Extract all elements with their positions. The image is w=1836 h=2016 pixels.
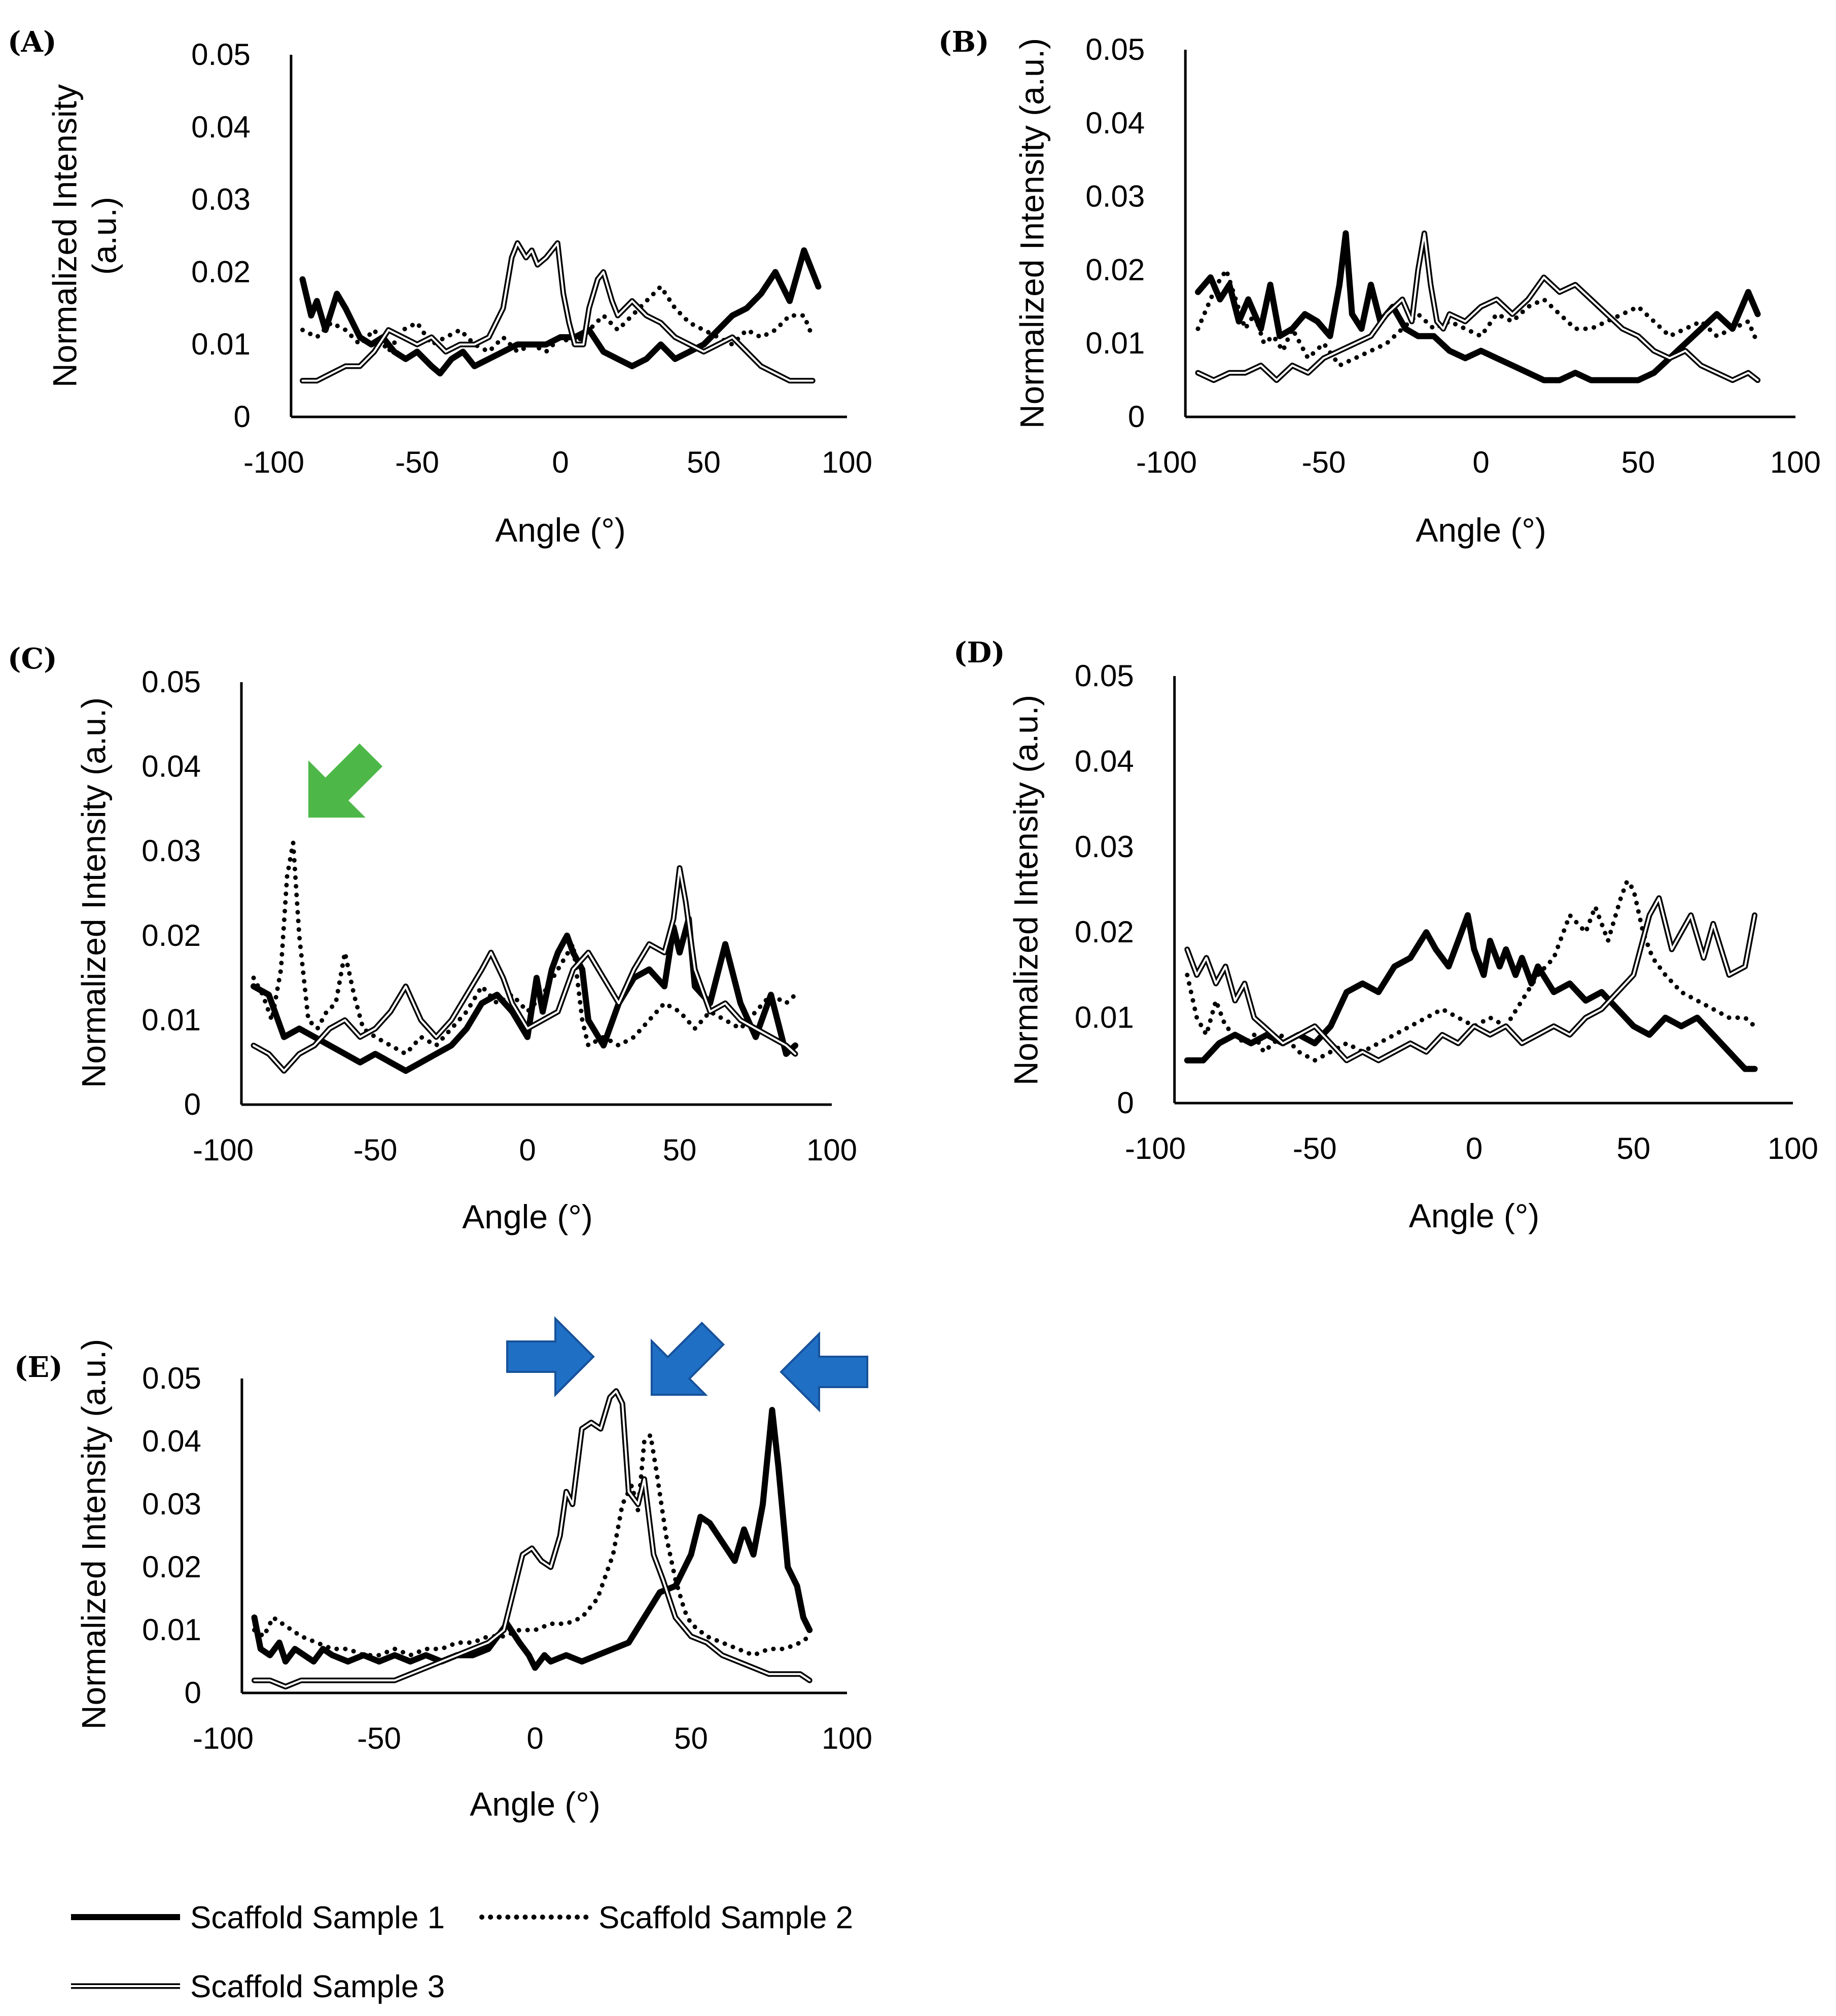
- x-tick-label: -50: [395, 445, 439, 479]
- y-tick-label: 0.05: [1085, 32, 1145, 66]
- x-tick-label: 100: [1768, 1131, 1818, 1165]
- x-tick-label: -100: [243, 445, 304, 479]
- y-tick-label: 0: [1117, 1086, 1134, 1120]
- green-arrow-icon: [308, 743, 383, 818]
- x-tick-label: 0: [526, 1721, 543, 1755]
- x-tick-label: 50: [1621, 445, 1655, 479]
- y-tick-label: 0.03: [1085, 180, 1145, 214]
- panel-label: (D): [954, 636, 1005, 669]
- y-tick-label: 0.02: [142, 1550, 201, 1584]
- series-line-1: [1195, 230, 1761, 383]
- series-line-2: [1185, 878, 1757, 1063]
- x-axis-title: Angle (°): [1416, 511, 1546, 549]
- x-tick-label: 0: [552, 445, 569, 479]
- panel-label: (C): [8, 642, 57, 676]
- x-axis-title: Angle (°): [495, 511, 626, 549]
- x-tick-label: 0: [1472, 445, 1489, 479]
- y-axis-title: Normalized Intensity (a.u.): [75, 697, 112, 1088]
- x-tick-label: 50: [687, 445, 721, 479]
- x-tick-label: 0: [1466, 1131, 1482, 1165]
- x-tick-label: 100: [822, 1721, 872, 1755]
- x-tick-label: 100: [1770, 445, 1821, 479]
- x-tick-label: 50: [1616, 1131, 1650, 1165]
- series-line-2: [300, 284, 815, 354]
- chart-panel-d: (D) 0 0.01 0.02 0.03 0.04 0.05 -100 -50 0 50 100 Ang…: [954, 636, 1818, 1234]
- y-tick-label: 0: [184, 1087, 201, 1121]
- series-line-1: [251, 1407, 813, 1671]
- legend-label-1: Scaffold Sample 1: [190, 1900, 445, 1935]
- series-line-1: [251, 915, 798, 1074]
- y-tick-label: 0.04: [191, 110, 251, 144]
- x-tick-label: -50: [357, 1721, 401, 1755]
- x-tick-label: -50: [354, 1133, 398, 1167]
- y-tick-label: 0.04: [142, 750, 201, 784]
- x-axis-title: Angle (°): [470, 1785, 601, 1823]
- y-tick-label: 0.05: [191, 38, 251, 72]
- y-axis-title: Normalized Intensity (a.u.): [75, 1339, 112, 1729]
- x-tick-label: -100: [1136, 445, 1197, 479]
- y-axis-title: (a.u.): [85, 197, 123, 275]
- x-axis-title: Angle (°): [1409, 1197, 1540, 1234]
- y-tick-label: 0.04: [1075, 744, 1134, 778]
- blue-arrow-icon: [506, 1316, 595, 1397]
- y-tick-label: 0.05: [142, 1361, 201, 1395]
- x-tick-label: 0: [519, 1133, 536, 1167]
- y-tick-label: 0.01: [1085, 326, 1145, 360]
- x-tick-label: -50: [1302, 445, 1346, 479]
- series-line-3: [251, 865, 798, 1074]
- y-tick-label: 0.03: [1075, 830, 1134, 864]
- y-axis-title: Normalized Intensity: [46, 84, 83, 387]
- x-tick-label: 50: [674, 1721, 708, 1755]
- blue-arrow-icon: [650, 1321, 725, 1396]
- y-tick-label: 0.04: [1085, 106, 1145, 140]
- y-tick-label: 0.01: [1075, 1001, 1134, 1035]
- y-tick-label: 0.01: [142, 1613, 201, 1647]
- panel-label: (B): [938, 25, 989, 59]
- series-line-2: [252, 1433, 812, 1658]
- y-tick-label: 0.02: [1085, 253, 1145, 287]
- y-tick-label: 0.05: [1075, 659, 1134, 693]
- legend-label-2: Scaffold Sample 2: [598, 1900, 853, 1935]
- chart-panel-a: (A) 0 0.01 0.02 0.03 0.04 0.05 -100 -50 0 50 100 Ang…: [8, 25, 872, 549]
- x-tick-label: 50: [663, 1133, 697, 1167]
- y-axis-title: Normalized Intensity (a.u.): [1013, 38, 1050, 429]
- series-line-3: [252, 1388, 813, 1690]
- panel-label: (A): [8, 25, 56, 59]
- legend: Scaffold Sample 1 Scaffold Sample 2 Scaffo…: [71, 1900, 853, 2004]
- y-axis-title: Normalized Intensity (a.u.): [1007, 695, 1044, 1085]
- legend-label-3: Scaffold Sample 3: [190, 1969, 445, 2004]
- series-line-3: [1184, 895, 1758, 1064]
- y-tick-label: 0.01: [142, 1003, 201, 1037]
- y-tick-label: 0.03: [191, 183, 251, 217]
- y-tick-label: 0: [234, 400, 251, 434]
- y-tick-label: 0: [185, 1676, 201, 1710]
- x-tick-label: 100: [822, 445, 872, 479]
- series-line-3: [1195, 230, 1761, 383]
- x-tick-label: 100: [806, 1133, 857, 1167]
- y-tick-label: 0.03: [142, 834, 201, 868]
- x-tick-label: -50: [1293, 1131, 1337, 1165]
- x-axis-title: Angle (°): [462, 1198, 593, 1235]
- y-tick-label: 0.02: [142, 918, 201, 952]
- y-tick-label: 0.01: [191, 327, 251, 361]
- series-line-2: [251, 840, 798, 1056]
- x-tick-label: -100: [193, 1133, 254, 1167]
- blue-arrow-icon: [780, 1331, 868, 1412]
- series-line-3: [300, 240, 816, 384]
- y-tick-label: 0.02: [191, 255, 251, 289]
- chart-panel-e: (E) 0 0.01 0.02 0.03 0.04 0.05 -100 -50 0 50 100 Ang…: [14, 1339, 872, 1823]
- y-tick-label: 0: [1128, 400, 1145, 434]
- x-tick-label: -100: [1125, 1131, 1186, 1165]
- y-tick-label: 0.03: [142, 1487, 201, 1521]
- panel-label: (E): [14, 1351, 63, 1384]
- y-tick-label: 0.04: [142, 1424, 201, 1458]
- y-tick-label: 0.05: [142, 665, 201, 699]
- y-tick-label: 0.02: [1075, 915, 1134, 949]
- series-line-2: [1195, 267, 1760, 368]
- chart-panel-b: (B) 0 0.01 0.02 0.03 0.04 0.05 -100 -50 0 50 100 Ang…: [938, 25, 1821, 549]
- x-tick-label: -100: [193, 1721, 254, 1755]
- chart-panel-c: (C) 0 0.01 0.02 0.03 0.04 0.05 -100 -50 0 50 100 Ang…: [8, 642, 857, 1235]
